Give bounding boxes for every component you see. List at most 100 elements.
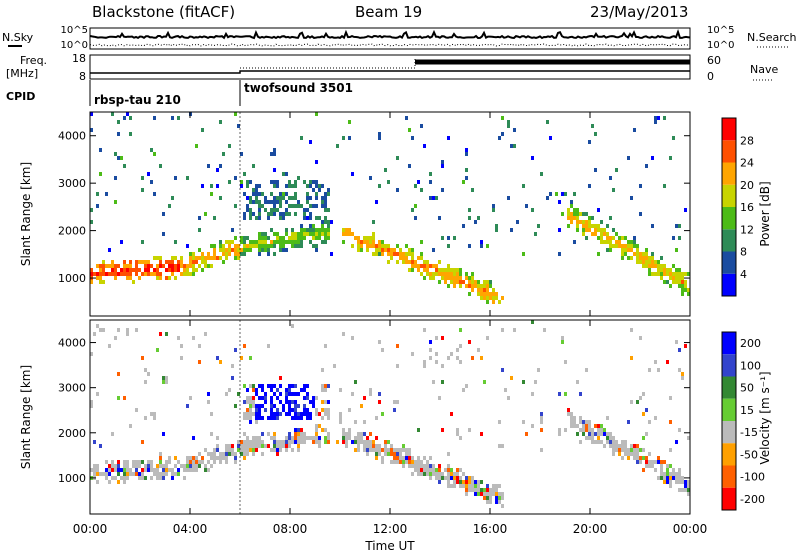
power-cell <box>156 256 159 260</box>
velocity-cell <box>585 436 588 440</box>
power-cell <box>138 268 141 272</box>
power-cell <box>645 164 648 168</box>
velocity-cell <box>252 412 255 416</box>
power-cell <box>147 260 150 264</box>
power-cell <box>141 240 144 244</box>
velocity-cell <box>600 428 603 432</box>
velocity-cell <box>138 460 141 464</box>
power-cell <box>303 236 306 240</box>
x-tick-label: 12:00 <box>373 522 408 536</box>
power-cell <box>663 184 666 188</box>
power-cell <box>243 236 246 240</box>
power-cell <box>567 216 570 220</box>
power-cell <box>372 240 375 244</box>
power-cell <box>228 248 231 252</box>
power-cell <box>669 156 672 160</box>
velocity-cell <box>633 444 636 448</box>
power-cell <box>609 248 612 252</box>
power-cell <box>240 180 243 184</box>
velocity-cell <box>453 480 456 484</box>
power-cell <box>357 240 360 244</box>
power-cell <box>579 220 582 224</box>
power-cell <box>441 188 444 192</box>
colorbar-tick-label: 4 <box>740 268 747 281</box>
power-cell <box>639 260 642 264</box>
velocity-cell <box>192 468 195 472</box>
velocity-cell <box>162 432 165 436</box>
velocity-cell <box>288 444 291 448</box>
power-cell <box>387 252 390 256</box>
power-cell <box>387 260 390 264</box>
power-cell <box>594 224 597 228</box>
velocity-cell <box>237 444 240 448</box>
power-cell <box>309 196 312 200</box>
velocity-cell <box>591 432 594 436</box>
power-cell <box>348 232 351 236</box>
power-cell <box>636 260 639 264</box>
power-cell <box>294 212 297 216</box>
velocity-cell <box>171 476 174 480</box>
velocity-cell <box>255 408 258 412</box>
power-cell <box>135 272 138 276</box>
velocity-cell <box>375 452 378 456</box>
power-cell <box>234 256 237 260</box>
power-cell <box>102 280 105 284</box>
power-cell <box>456 280 459 284</box>
velocity-cell <box>429 476 432 480</box>
velocity-cell <box>156 476 159 480</box>
velocity-cell <box>93 472 96 476</box>
velocity-cell <box>612 452 615 456</box>
velocity-cell <box>288 408 291 412</box>
velocity-cell <box>579 420 582 424</box>
velocity-cell <box>234 460 237 464</box>
velocity-cell <box>621 444 624 448</box>
power-cell <box>108 272 111 276</box>
power-cell <box>660 276 663 280</box>
power-cell <box>237 252 240 256</box>
velocity-cell <box>249 444 252 448</box>
velocity-cell <box>126 476 129 480</box>
power-cell <box>129 264 132 268</box>
power-cell <box>609 176 612 180</box>
power-cell <box>669 272 672 276</box>
nsearch-label: N.Search <box>747 31 797 44</box>
velocity-cell <box>510 376 513 380</box>
power-cell <box>471 288 474 292</box>
velocity-cell <box>666 480 669 484</box>
power-cell <box>594 168 597 172</box>
power-cell <box>615 232 618 236</box>
power-cell <box>228 244 231 248</box>
power-cell <box>213 256 216 260</box>
velocity-cell <box>393 400 396 404</box>
power-cell <box>486 296 489 300</box>
power-cell <box>219 120 222 124</box>
power-cell <box>315 204 318 208</box>
velocity-cell <box>249 384 252 388</box>
power-cell <box>222 260 225 264</box>
velocity-cell <box>186 468 189 472</box>
velocity-cell <box>522 380 525 384</box>
power-cell <box>153 272 156 276</box>
power-cell <box>408 260 411 264</box>
power-cell <box>168 264 171 268</box>
velocity-cell <box>258 440 261 444</box>
power-cell <box>252 164 255 168</box>
velocity-cell <box>93 440 96 444</box>
velocity-cell <box>423 464 426 468</box>
velocity-cell <box>642 468 645 472</box>
velocity-cell <box>174 472 177 476</box>
velocity-cell <box>462 388 465 392</box>
velocity-cell <box>387 440 390 444</box>
power-cell <box>678 236 681 240</box>
power-cell <box>90 220 93 224</box>
velocity-cell <box>582 420 585 424</box>
power-cell <box>261 236 264 240</box>
power-cell <box>378 248 381 252</box>
velocity-cell <box>342 432 345 436</box>
power-cell <box>291 240 294 244</box>
x-tick-label: 08:00 <box>273 522 308 536</box>
power-cell <box>264 248 267 252</box>
velocity-cell <box>399 460 402 464</box>
velocity-cell <box>636 444 639 448</box>
power-cell <box>576 224 579 228</box>
